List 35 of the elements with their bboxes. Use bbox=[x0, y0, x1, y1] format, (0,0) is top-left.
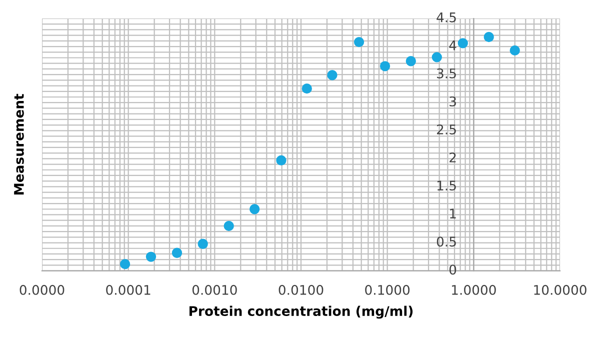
y-tick-label: 3 bbox=[450, 96, 456, 106]
x-axis-title: Protein concentration (mg/ml) bbox=[190, 306, 413, 319]
point bbox=[172, 248, 182, 258]
point bbox=[327, 70, 338, 80]
point bbox=[354, 36, 364, 48]
point bbox=[484, 32, 494, 42]
x-tick-label: 0.0100 bbox=[278, 284, 324, 295]
point bbox=[198, 238, 208, 249]
y-tick-label: 0 bbox=[449, 264, 456, 275]
y-axis-title: Measurement bbox=[14, 94, 24, 194]
y-tick-label: 2.5 bbox=[436, 124, 456, 134]
y-tick-label: 3.5 bbox=[437, 68, 456, 78]
y-tick-label: 2 bbox=[450, 152, 456, 162]
x-tick-label: 0.0010 bbox=[192, 284, 237, 295]
x-tick-label: 0.1000 bbox=[365, 284, 410, 295]
y-tick-label: 4 bbox=[449, 40, 456, 50]
point bbox=[302, 83, 312, 94]
y-tick-label: 1 bbox=[450, 208, 456, 218]
point bbox=[458, 38, 468, 48]
point bbox=[406, 56, 416, 66]
point bbox=[250, 204, 260, 214]
point bbox=[120, 258, 130, 270]
y-tick-label: 0.5 bbox=[436, 236, 456, 247]
x-tick-label: 10.0000 bbox=[534, 284, 586, 295]
x-tick-label: 0.0001 bbox=[106, 284, 150, 295]
point bbox=[380, 61, 390, 72]
point bbox=[224, 220, 234, 232]
x-tick-label: 0.0000 bbox=[20, 284, 64, 295]
y-tick-label: 1.5 bbox=[437, 180, 456, 191]
point bbox=[510, 45, 520, 56]
point bbox=[146, 252, 156, 262]
point bbox=[432, 52, 442, 62]
x-tick-label: 1.0000 bbox=[452, 284, 496, 295]
point bbox=[276, 155, 286, 166]
y-tick-label: 4.5 bbox=[436, 12, 456, 22]
